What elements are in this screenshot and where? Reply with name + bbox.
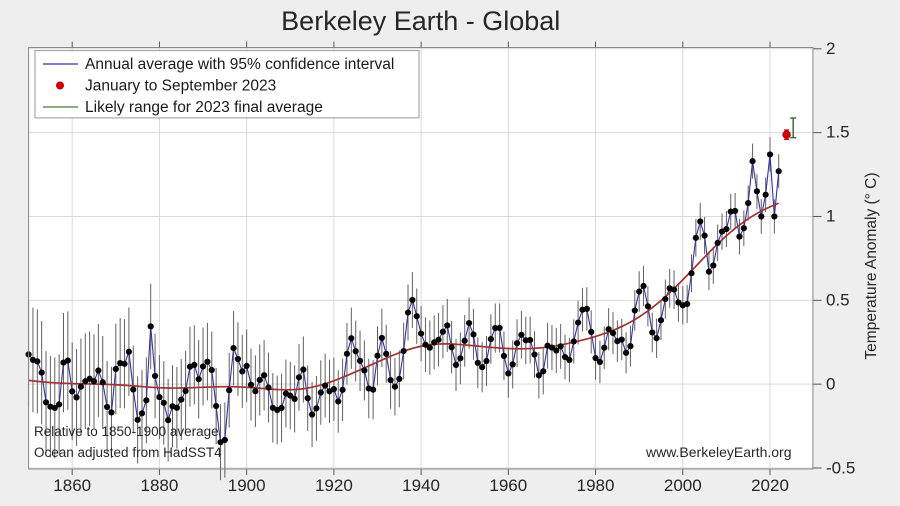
svg-text:1940: 1940: [402, 476, 440, 495]
svg-text:1880: 1880: [141, 476, 179, 495]
svg-text:2: 2: [826, 39, 835, 58]
svg-text:-0.5: -0.5: [826, 459, 855, 478]
svg-text:1: 1: [826, 207, 835, 226]
svg-text:2000: 2000: [664, 476, 702, 495]
svg-text:January to September 2023: January to September 2023: [85, 78, 276, 95]
svg-text:Relative to 1850-1900 average: Relative to 1850-1900 average: [34, 424, 219, 439]
svg-text:Ocean adjusted from HadSST4: Ocean adjusted from HadSST4: [34, 445, 222, 460]
svg-text:0: 0: [826, 375, 835, 394]
svg-text:1980: 1980: [577, 476, 615, 495]
svg-text:1960: 1960: [489, 476, 527, 495]
svg-text:Likely range for 2023 final av: Likely range for 2023 final average: [85, 99, 323, 116]
svg-text:1.5: 1.5: [826, 123, 850, 142]
svg-text:2020: 2020: [751, 476, 789, 495]
svg-text:1860: 1860: [53, 476, 91, 495]
svg-text:0.5: 0.5: [826, 291, 850, 310]
svg-text:1900: 1900: [228, 476, 266, 495]
svg-text:Temperature Anomaly (° C): Temperature Anomaly (° C): [863, 172, 880, 359]
svg-text:1920: 1920: [315, 476, 353, 495]
svg-text:Annual average with 95% confid: Annual average with 95% confidence inter…: [85, 56, 394, 73]
svg-text:www.BerkeleyEarth.org: www.BerkeleyEarth.org: [645, 444, 792, 460]
